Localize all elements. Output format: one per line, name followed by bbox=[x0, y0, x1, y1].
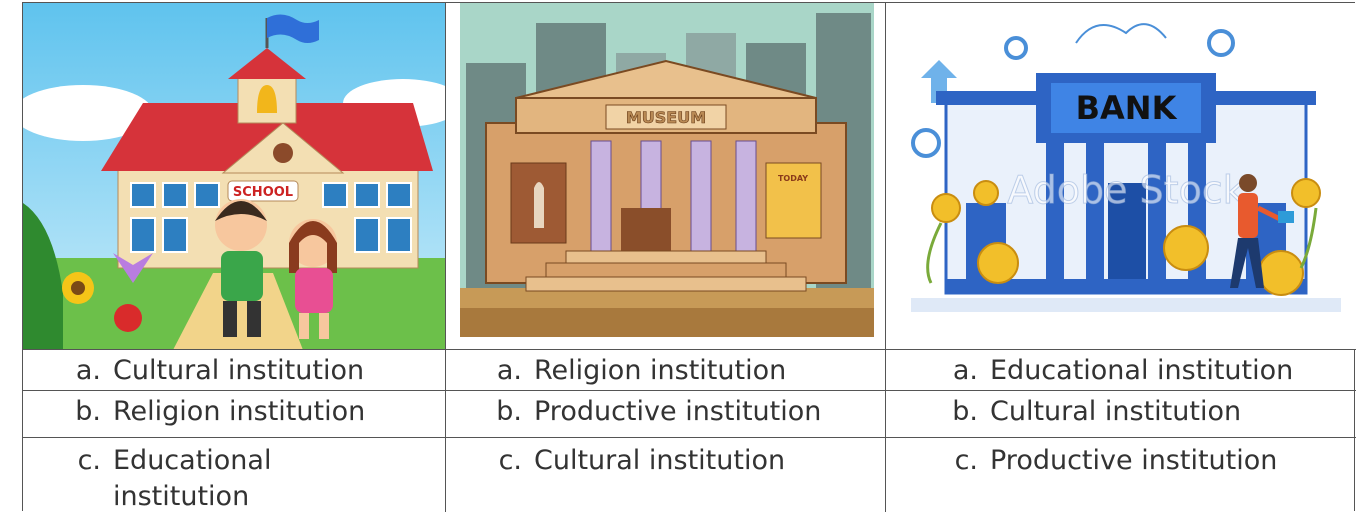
column: BANK Adobe Stock a. Educational instituti… bbox=[886, 3, 1356, 512]
option-row: c. Productive institution bbox=[886, 438, 1356, 512]
option-letter: b. bbox=[496, 396, 522, 427]
option-row: c. Educational institution bbox=[23, 438, 445, 512]
sign-text: BANK bbox=[1076, 89, 1178, 127]
option-letter: c. bbox=[498, 445, 522, 476]
poster-text: TODAY bbox=[778, 174, 808, 183]
option-text: Educational institution bbox=[113, 445, 272, 512]
quiz-table: SCHOOL a. Cultural institution b. Religion… bbox=[22, 2, 1356, 512]
option-text: Cultural institution bbox=[113, 355, 365, 386]
option-row: b. Productive institution bbox=[446, 391, 885, 438]
option-row: b. Cultural institution bbox=[886, 391, 1356, 438]
school-illustration: SCHOOL bbox=[23, 3, 445, 349]
option-row: b. Religion institution bbox=[23, 391, 445, 438]
watermark: Adobe Stock bbox=[1007, 168, 1244, 212]
school-image: SCHOOL bbox=[23, 3, 445, 350]
museum-illustration: MUSEUM TODAY bbox=[446, 3, 885, 349]
option-text: Productive institution bbox=[534, 396, 822, 427]
option-text: Cultural institution bbox=[990, 396, 1242, 427]
option-letter: b. bbox=[952, 396, 978, 427]
option-row: a. Religion institution bbox=[446, 351, 885, 391]
column: MUSEUM TODAY a. Religion institution b. Pr… bbox=[446, 3, 886, 512]
option-letter: c. bbox=[954, 445, 978, 476]
option-row: a. Educational institution bbox=[886, 351, 1356, 391]
option-row: c. Cultural institution bbox=[446, 438, 885, 512]
bank-illustration: BANK Adobe Stock bbox=[886, 3, 1356, 349]
option-row: a. Cultural institution bbox=[23, 351, 445, 391]
option-text: Educational institution bbox=[990, 355, 1294, 386]
option-text: Productive institution bbox=[990, 445, 1278, 476]
option-letter: a. bbox=[496, 355, 522, 386]
sign-text: MUSEUM bbox=[626, 108, 706, 127]
museum-image: MUSEUM TODAY bbox=[446, 3, 885, 350]
bank-image: BANK Adobe Stock bbox=[886, 3, 1356, 350]
option-letter: c. bbox=[77, 445, 101, 476]
option-letter: a. bbox=[952, 355, 978, 386]
option-text: Religion institution bbox=[113, 396, 366, 427]
option-letter: b. bbox=[75, 396, 101, 427]
sign-text: SCHOOL bbox=[233, 185, 293, 200]
option-text: Religion institution bbox=[534, 355, 787, 386]
option-letter: a. bbox=[75, 355, 101, 386]
option-text: Cultural institution bbox=[534, 445, 786, 476]
column: SCHOOL a. Cultural institution b. Religion… bbox=[23, 3, 446, 512]
